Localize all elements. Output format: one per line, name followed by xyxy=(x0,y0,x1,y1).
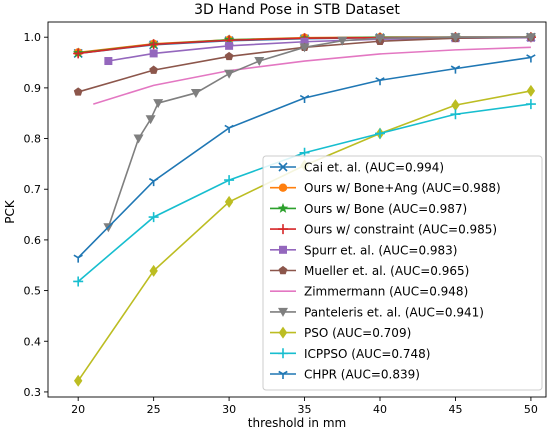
y-axis-label: PCK xyxy=(3,199,17,224)
data-point xyxy=(254,57,265,67)
legend-entry: Spurr et. al. (AUC=0.983) xyxy=(270,243,458,257)
series-9 xyxy=(73,99,536,287)
series-line xyxy=(107,36,531,228)
legend-entry: Cai et. al. (AUC=0.994) xyxy=(270,161,444,175)
data-point xyxy=(278,307,288,317)
data-point xyxy=(450,33,461,43)
data-point xyxy=(526,54,536,63)
legend: Cai et. al. (AUC=0.994) Ours w/ Bone+Ang … xyxy=(262,155,543,391)
data-point xyxy=(278,370,288,379)
legend-box xyxy=(262,155,543,391)
data-point xyxy=(525,33,536,43)
chart-title: 3D Hand Pose in STB Dataset xyxy=(194,2,400,18)
legend-label: Zimmermann (AUC=0.948) xyxy=(304,285,468,299)
plot-area: 20 25 30 35 40 45 50 0.3 0.4 0.5 0.6 0.7 0.8 0.9 1.0 xyxy=(24,21,547,416)
y-tick-label: 0.4 xyxy=(24,335,42,348)
legend-label: ICPPSO (AUC=0.748) xyxy=(304,347,430,361)
legend-label: Panteleris et. al. (AUC=0.941) xyxy=(304,305,484,319)
x-tick-label: 20 xyxy=(71,403,85,416)
data-point xyxy=(148,177,159,187)
axes-frame xyxy=(47,21,547,398)
legend-label: Spurr et. al. (AUC=0.983) xyxy=(304,243,458,257)
legend-entry: ICPPSO (AUC=0.748) xyxy=(270,347,430,361)
data-point xyxy=(375,128,385,139)
data-point xyxy=(148,212,159,223)
data-point xyxy=(73,87,83,96)
data-point xyxy=(450,109,461,120)
data-point xyxy=(278,326,288,339)
legend-entry: Mueller et. al. (AUC=0.965) xyxy=(270,264,469,278)
data-point xyxy=(149,264,158,277)
legend-entry: CHPR (AUC=0.839) xyxy=(270,368,420,382)
x-tick-label: 45 xyxy=(448,403,462,416)
x-axis-label: threshold in mm xyxy=(248,416,346,430)
data-point xyxy=(73,48,84,59)
data-point xyxy=(450,65,461,74)
data-point xyxy=(299,94,310,104)
series-line xyxy=(93,46,531,105)
series-6 xyxy=(93,46,531,105)
x-tick-label: 40 xyxy=(373,403,387,416)
data-point xyxy=(224,69,235,79)
data-point xyxy=(148,39,159,50)
data-point xyxy=(299,43,310,53)
legend-entry: Panteleris et. al. (AUC=0.941) xyxy=(270,305,484,319)
data-point xyxy=(375,77,385,86)
legend-label: Mueller et. al. (AUC=0.965) xyxy=(304,264,469,278)
legend-entry: Zimmermann (AUC=0.948) xyxy=(270,285,468,299)
data-point xyxy=(278,183,288,192)
data-point xyxy=(278,162,288,172)
legend-label: Ours w/ Bone (AUC=0.987) xyxy=(304,202,467,216)
data-point xyxy=(190,88,201,98)
data-point xyxy=(104,57,113,66)
data-point xyxy=(337,36,348,46)
data-point xyxy=(149,49,158,58)
y-tick-label: 0.9 xyxy=(24,82,42,95)
legend-label: Cai et. al. (AUC=0.994) xyxy=(304,161,444,175)
legend-label: Ours w/ Bone+Ang (AUC=0.988) xyxy=(304,181,501,195)
data-point xyxy=(525,99,536,110)
legend-entry: Ours w/ constraint (AUC=0.985) xyxy=(270,223,497,237)
data-point xyxy=(375,34,385,44)
series-10 xyxy=(73,54,536,263)
y-tick-label: 0.7 xyxy=(24,183,42,196)
data-point xyxy=(278,265,288,275)
legend-entry: Ours w/ Bone (AUC=0.987) xyxy=(270,202,467,216)
data-point xyxy=(224,195,234,208)
series-7 xyxy=(103,33,536,233)
data-point xyxy=(73,276,84,287)
y-tick-label: 0.6 xyxy=(24,234,42,247)
y-tick-label: 0.5 xyxy=(24,285,42,298)
data-point xyxy=(278,348,288,359)
data-point xyxy=(526,84,536,97)
x-tick-label: 30 xyxy=(222,403,236,416)
data-point xyxy=(149,65,159,74)
data-point xyxy=(277,202,289,213)
data-point xyxy=(451,99,460,112)
data-point xyxy=(224,175,235,186)
data-point xyxy=(73,254,83,263)
data-point xyxy=(224,51,234,61)
x-tick-label: 25 xyxy=(147,403,161,416)
legend-entry: PSO (AUC=0.709) xyxy=(270,326,411,340)
y-tick-label: 0.3 xyxy=(24,386,42,399)
data-point xyxy=(278,224,288,235)
y-tick-label: 1.0 xyxy=(24,31,42,44)
legend-label: Ours w/ constraint (AUC=0.985) xyxy=(304,223,497,237)
y-tick-label: 0.8 xyxy=(24,133,42,146)
data-point xyxy=(300,37,309,46)
data-point xyxy=(145,115,156,125)
legend-label: PSO (AUC=0.709) xyxy=(304,326,411,340)
data-point xyxy=(279,245,287,254)
legend-entry: Ours w/ Bone+Ang (AUC=0.988) xyxy=(270,181,501,195)
data-point xyxy=(73,374,83,387)
data-point xyxy=(133,134,144,144)
x-tick-label: 50 xyxy=(524,403,538,416)
legend-label: CHPR (AUC=0.839) xyxy=(304,368,420,382)
data-point xyxy=(224,124,234,133)
data-point xyxy=(225,41,234,50)
data-point xyxy=(153,99,164,109)
x-tick-label: 35 xyxy=(298,403,312,416)
